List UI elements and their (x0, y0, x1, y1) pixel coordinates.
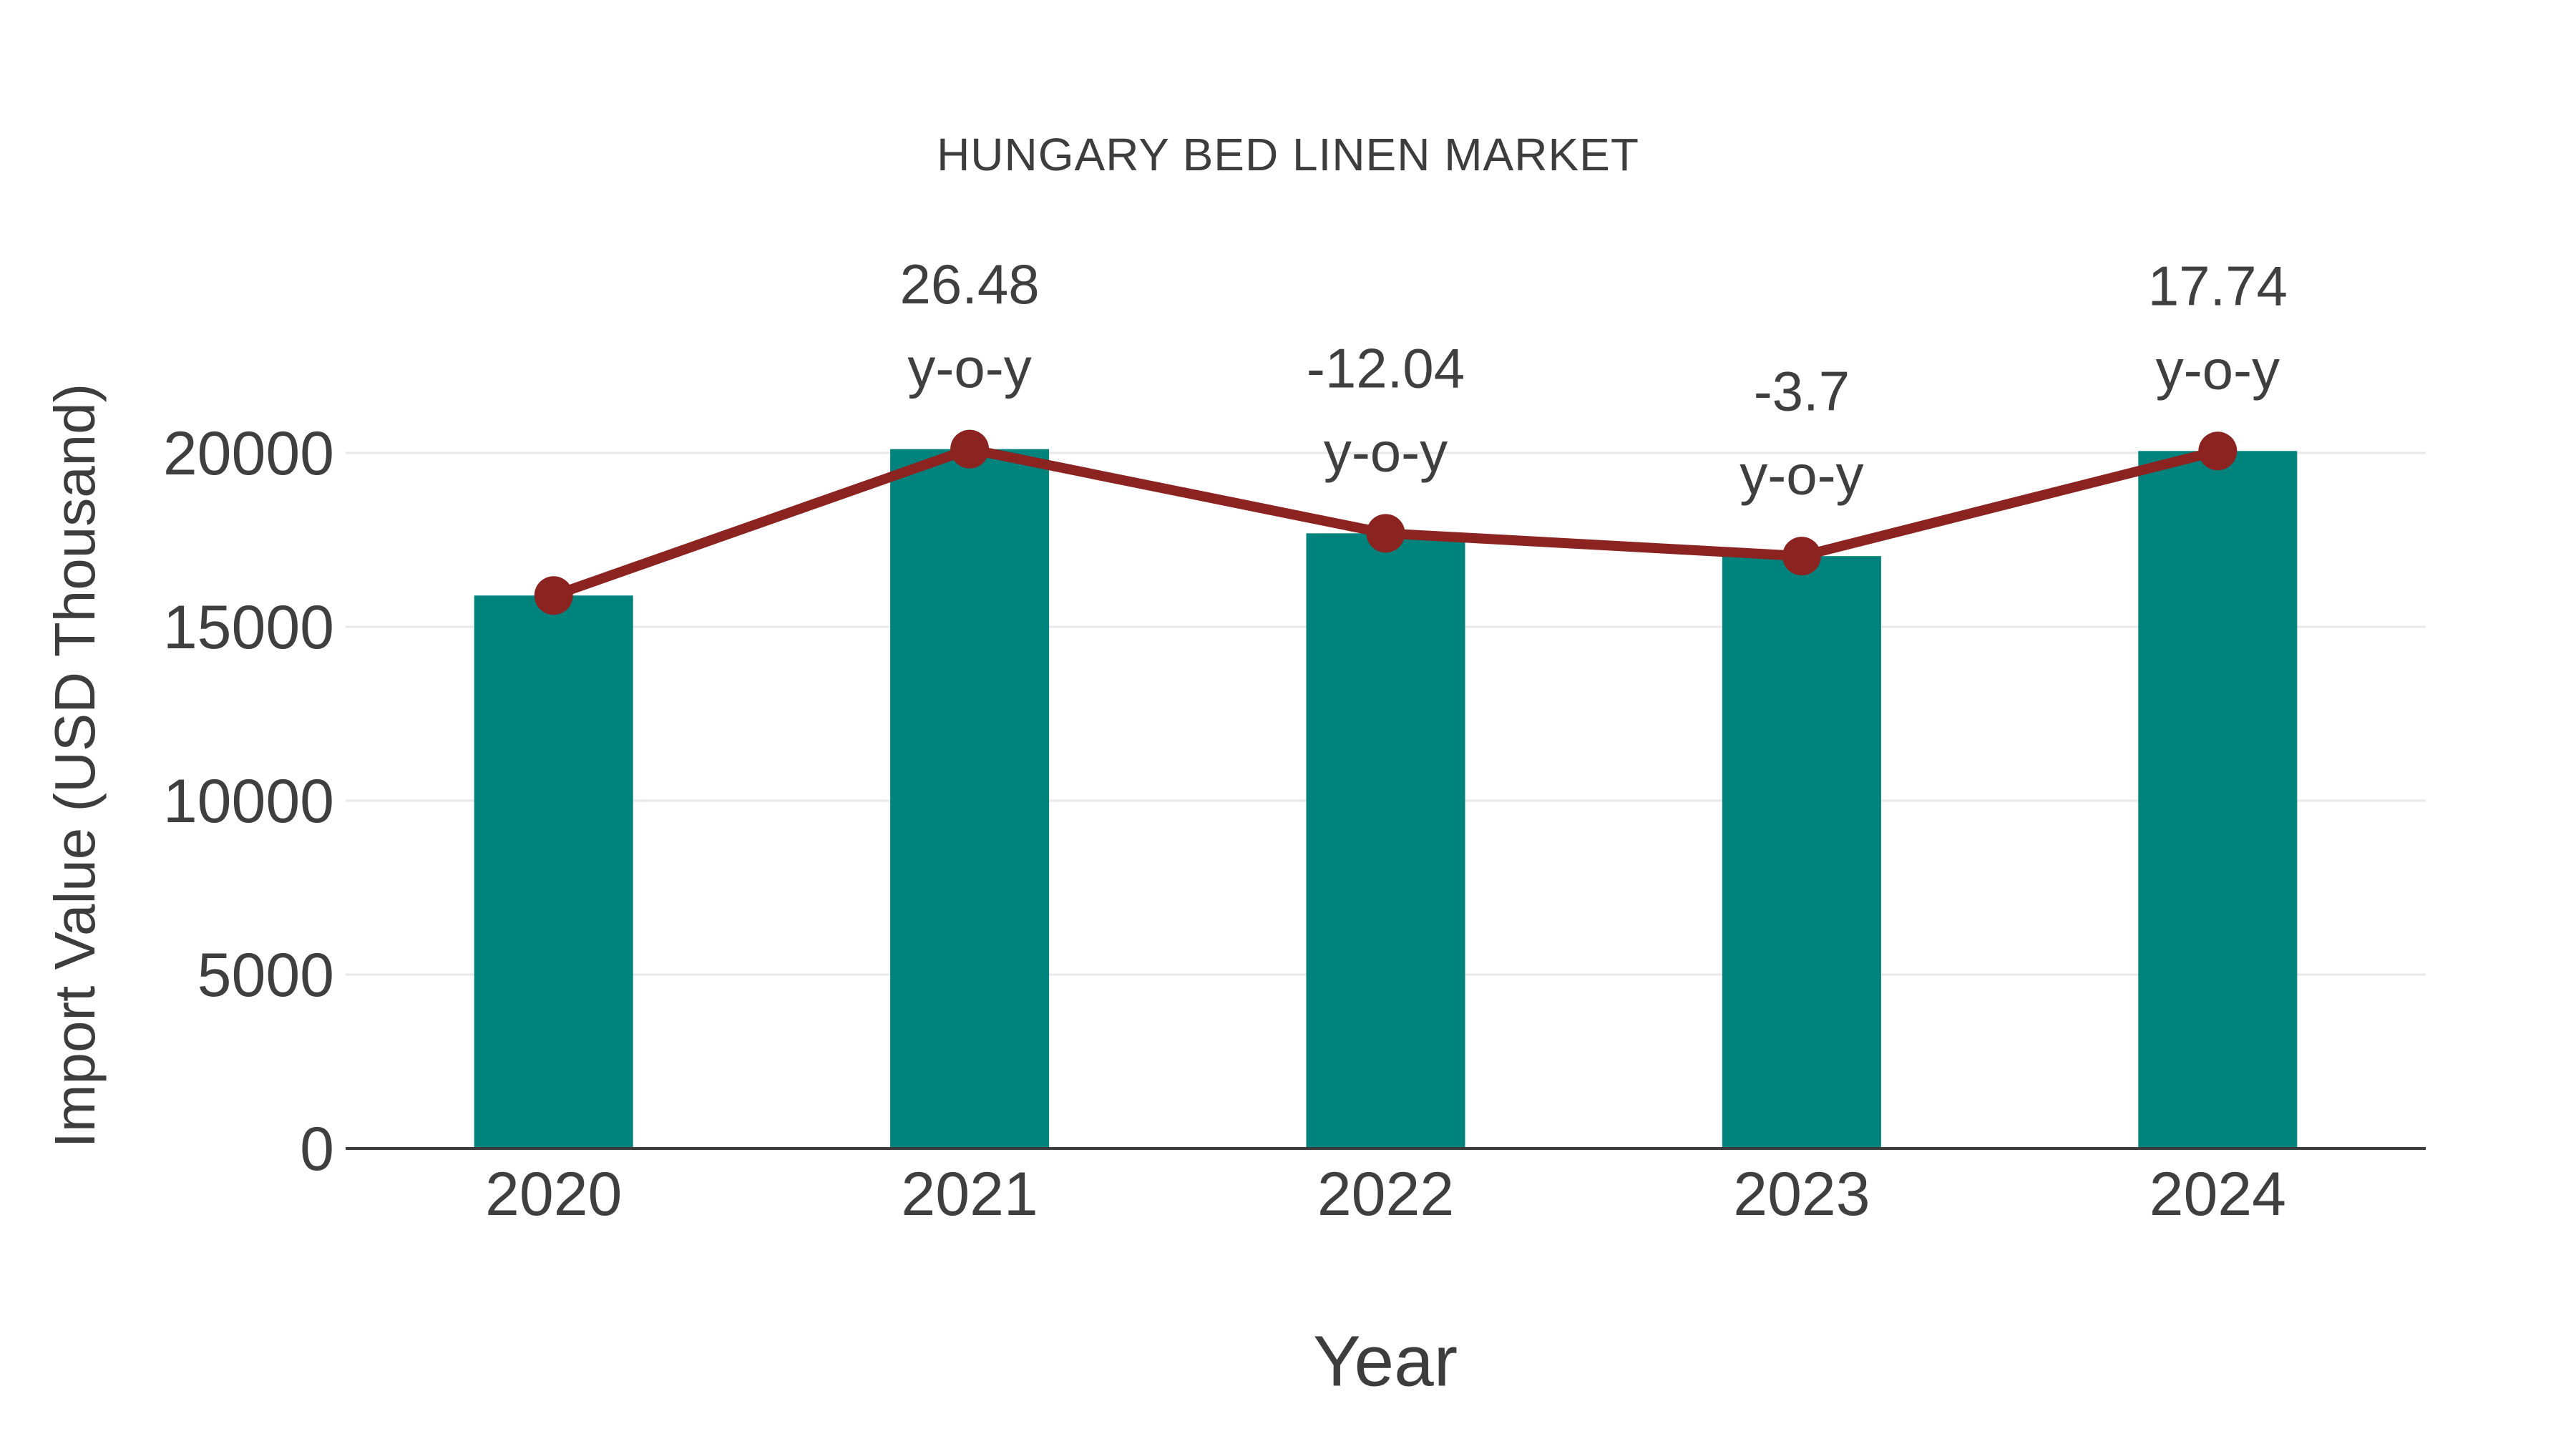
x-tick-2022: 2022 (1317, 1160, 1454, 1229)
y-tick-20000: 20000 (163, 419, 334, 488)
x-tick-2023: 2023 (1733, 1160, 1870, 1229)
annotation-2022-label: y-o-y (1324, 421, 1448, 484)
x-axis-label: Year (1312, 1321, 1458, 1402)
marker-2023 (1782, 537, 1821, 576)
marker-2021 (950, 429, 990, 469)
y-tick-0: 0 (300, 1115, 334, 1184)
x-tick-2020: 2020 (485, 1160, 622, 1229)
annotation-2021-label: y-o-y (907, 336, 1031, 399)
annotation-2021-value: 26.48 (899, 253, 1039, 316)
bar-2021 (890, 449, 1050, 1148)
x-tick-2021: 2021 (901, 1160, 1038, 1229)
x-tick-2024: 2024 (2150, 1160, 2286, 1229)
marker-2022 (1366, 514, 1405, 553)
annotation-2022-value: -12.04 (1307, 337, 1465, 400)
y-tick-5000: 5000 (197, 941, 334, 1010)
chart-title: HUNGARY BED LINEN MARKET (937, 129, 1639, 180)
annotation-2023-label: y-o-y (1740, 443, 1863, 506)
y-tick-15000: 15000 (163, 593, 334, 662)
marker-2024 (2198, 431, 2238, 471)
annotation-2024-value: 17.74 (2148, 255, 2288, 318)
marker-2020 (534, 576, 573, 615)
y-tick-10000: 10000 (163, 767, 334, 836)
annotation-2024-label: y-o-y (2156, 338, 2280, 401)
bar-2022 (1306, 533, 1465, 1148)
annotation-2023-value: -3.7 (1754, 359, 1850, 422)
bar-2024 (2138, 451, 2298, 1148)
bar-2020 (474, 595, 633, 1148)
bar-2023 (1722, 556, 1881, 1148)
